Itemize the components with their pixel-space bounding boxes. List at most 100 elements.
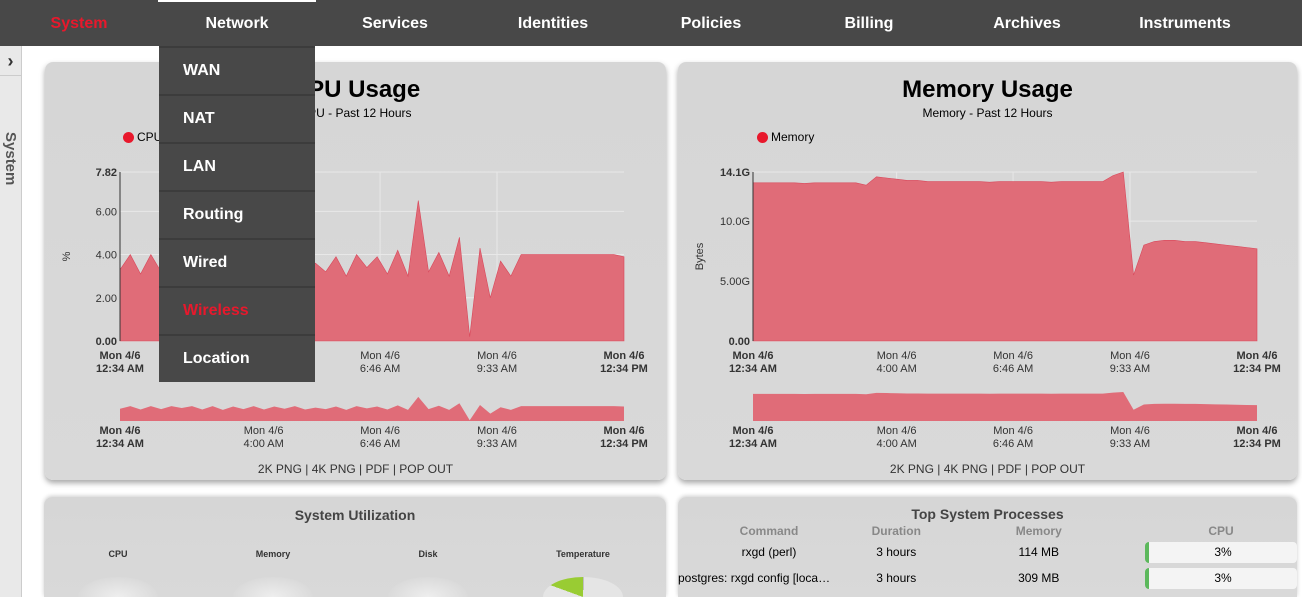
col-command: Command	[739, 524, 799, 538]
memory-export-links[interactable]: 2K PNG | 4K PNG | PDF | POP OUT	[889, 462, 1086, 476]
memory-legend[interactable]: Memory	[757, 130, 814, 144]
sidebar: › System	[0, 46, 22, 597]
x-tick-label: 12:34 PM	[1233, 363, 1281, 375]
x-tick-label: 12:34 PM	[600, 438, 648, 450]
chevron-right-icon[interactable]: ›	[0, 46, 21, 76]
gauge-label: Disk	[418, 549, 438, 559]
x-tick-label: Mon 4/6	[360, 350, 400, 362]
nav-system[interactable]: System	[50, 15, 108, 32]
col-memory: Memory	[1015, 524, 1062, 538]
cpu-chart-subtitle: CPU - Past 12 Hours	[299, 106, 412, 120]
y-tick-label: 4.00	[96, 250, 117, 262]
processes-title: Top System Processes	[911, 506, 1064, 522]
nav-policies[interactable]: Policies	[680, 15, 742, 32]
table-row[interactable]: postgres: rxgd config [loca… 3 hours 309 M…	[678, 565, 1297, 591]
cell: 309 MB	[1018, 571, 1060, 585]
menu-item-wireless[interactable]: Wireless	[159, 286, 315, 334]
navigator-area	[120, 396, 624, 421]
x-tick-label: 12:34 PM	[600, 363, 648, 375]
cell: 114 MB	[1018, 545, 1059, 559]
cpu-bar: 3%	[1145, 541, 1297, 563]
x-tick-label: Mon 4/6	[477, 425, 517, 437]
y-tick-label: 10.0G	[720, 216, 750, 228]
cpu-legend[interactable]: CPU	[123, 130, 162, 144]
memory-usage-panel: Memory Usage Memory - Past 12 Hours Memo…	[678, 62, 1297, 480]
gauge-cpu	[78, 577, 158, 597]
menu-item-location[interactable]: Location	[159, 334, 315, 382]
top-processes-panel: Top System Processes Command Duration Memo…	[678, 497, 1297, 597]
network-dropdown-menu: WAN NAT LAN Routing Wired Wireless Location	[159, 46, 315, 382]
y-tick-label: 2.00	[96, 293, 117, 305]
x-tick-label: 12:34 AM	[729, 438, 777, 450]
memory-chart-title: Memory Usage	[902, 76, 1073, 103]
x-tick-label: 12:34 PM	[1233, 438, 1281, 450]
nav-archives[interactable]: Archives	[993, 15, 1061, 32]
legend-label: Memory	[771, 130, 815, 144]
x-tick-label: Mon 4/6	[604, 425, 645, 437]
x-tick-label: 4:00 AM	[243, 438, 283, 450]
x-tick-label: Mon 4/6	[244, 425, 284, 437]
nav-identities[interactable]: Identities	[517, 15, 589, 32]
y-tick-label: 0.00	[96, 336, 117, 348]
x-tick-label: Mon 4/6	[993, 425, 1033, 437]
navigator-area	[753, 392, 1257, 421]
y-tick-label: 0.00	[729, 336, 750, 348]
x-tick-label: Mon 4/6	[733, 350, 774, 362]
nav-instruments[interactable]: Instruments	[1139, 15, 1231, 32]
menu-item-wan[interactable]: WAN	[159, 46, 315, 94]
y-tick-label: 5.00G	[720, 276, 750, 288]
x-tick-label: 6:46 AM	[993, 363, 1033, 375]
x-tick-label: 6:46 AM	[360, 438, 400, 450]
x-tick-label: 9:33 AM	[477, 363, 517, 375]
system-utilization-panel: System Utilization CPU Memory Disk Temperat…	[44, 497, 666, 597]
memory-chart-subtitle: Memory - Past 12 Hours	[922, 106, 1053, 120]
x-tick-label: 4:00 AM	[876, 438, 916, 450]
cell: 3 hours	[876, 545, 917, 559]
x-tick-label: Mon 4/6	[1110, 425, 1150, 437]
gauge-temperature	[543, 577, 623, 597]
x-tick-label: Mon 4/6	[877, 350, 917, 362]
cell: rxgd (perl)	[741, 545, 797, 559]
x-tick-label: 6:46 AM	[360, 363, 400, 375]
x-tick-label: 12:34 AM	[96, 363, 144, 375]
menu-item-wired[interactable]: Wired	[159, 238, 315, 286]
x-tick-label: 12:34 AM	[96, 438, 144, 450]
x-tick-label: Mon 4/6	[993, 350, 1033, 362]
x-tick-label: Mon 4/6	[733, 425, 774, 437]
x-tick-label: Mon 4/6	[604, 350, 645, 362]
x-tick-label: Mon 4/6	[1110, 350, 1150, 362]
y-tick-label: 7.82	[96, 167, 117, 179]
y-axis-label: %	[61, 251, 73, 261]
menu-item-lan[interactable]: LAN	[159, 142, 315, 190]
nav-services[interactable]: Services	[362, 15, 428, 32]
x-tick-label: Mon 4/6	[1237, 425, 1278, 437]
x-tick-label: 12:34 AM	[729, 363, 777, 375]
gauge-memory	[233, 577, 313, 597]
nav-network[interactable]: Network	[158, 0, 316, 46]
table-row[interactable]: rxgd (perl) 3 hours 114 MB 3%	[678, 539, 1297, 565]
col-duration: Duration	[871, 524, 921, 538]
nav-billing[interactable]: Billing	[844, 15, 894, 32]
series-area	[752, 171, 1258, 342]
x-tick-label: 4:00 AM	[876, 363, 916, 375]
x-tick-label: Mon 4/6	[360, 425, 400, 437]
sidebar-label: System	[2, 132, 19, 186]
gauge-label: Temperature	[556, 549, 610, 559]
menu-item-nat[interactable]: NAT	[159, 94, 315, 142]
x-tick-label: 9:33 AM	[1110, 438, 1150, 450]
gauge-label: CPU	[108, 549, 128, 559]
cpu-bar: 3%	[1145, 567, 1297, 589]
x-tick-label: Mon 4/6	[477, 350, 517, 362]
y-tick-label: 14.1G	[720, 167, 750, 179]
x-tick-label: Mon 4/6	[100, 350, 141, 362]
x-tick-label: Mon 4/6	[1237, 350, 1278, 362]
cpu-usage-panel: CPU Usage CPU - Past 12 Hours CPU 0.00 2.…	[45, 62, 666, 480]
x-tick-label: 9:33 AM	[1110, 363, 1150, 375]
cell: 3 hours	[876, 571, 917, 585]
col-cpu: CPU	[1208, 524, 1234, 538]
cpu-export-links[interactable]: 2K PNG | 4K PNG | PDF | POP OUT	[257, 462, 454, 476]
menu-item-routing[interactable]: Routing	[159, 190, 315, 238]
y-tick-label: 6.00	[96, 206, 117, 218]
utilization-title: System Utilization	[294, 507, 416, 523]
